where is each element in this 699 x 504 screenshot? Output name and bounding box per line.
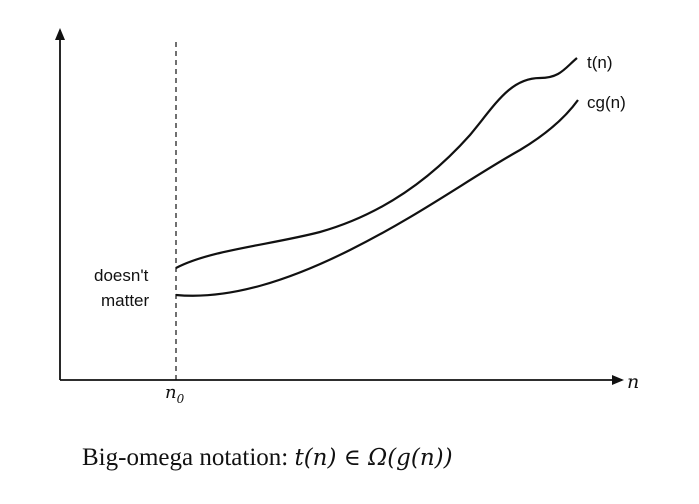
threshold-label-n: n [165,382,177,403]
x-axis-label: n [627,371,639,393]
caption-text: Big-omega notation: [82,444,289,471]
curve-upper [175,57,578,269]
region-label-line1: doesn't [94,266,149,285]
curve-upper-label: t(n) [587,53,613,72]
caption: Big-omega notation: t(n) ∈ Ω(g(n)) [82,438,642,478]
threshold-label-subscript: 0 [177,392,185,406]
curve-lower-label: cg(n) [587,93,626,112]
curve-lower [175,99,579,297]
caption-formula: t(n) ∈ Ω(g(n)) [294,445,453,471]
threshold-label: n0 [165,382,185,406]
region-label-line2: matter [101,291,150,310]
